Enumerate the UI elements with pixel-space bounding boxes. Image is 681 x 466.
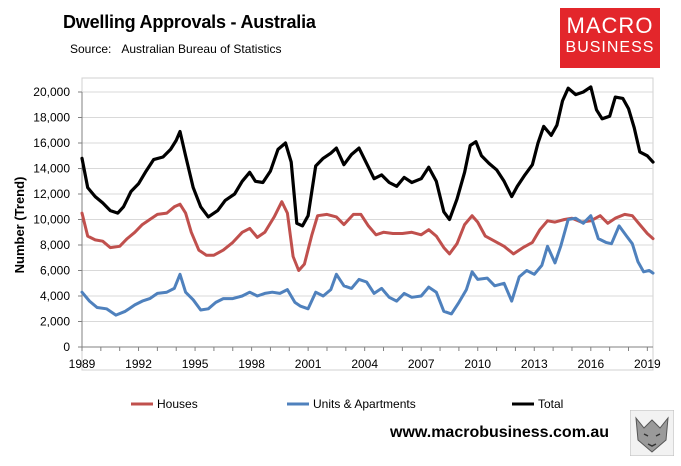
x-tick-label: 2016 <box>577 357 604 371</box>
x-tick-label: 2019 <box>634 357 661 371</box>
y-tick-label: 20,000 <box>33 85 70 99</box>
logo-line-2: BUSINESS <box>565 39 655 56</box>
series-lines <box>80 85 655 317</box>
y-tick-label: 4,000 <box>40 289 70 303</box>
wolf-logo-icon <box>630 410 674 456</box>
legend-label-total: Total <box>538 397 563 411</box>
x-tick-label: 2013 <box>521 357 548 371</box>
macrobusiness-logo: MACRO BUSINESS <box>560 8 660 68</box>
chart-source: Source: Australian Bureau of Statistics <box>70 42 281 56</box>
y-tick-label: 8,000 <box>40 238 70 252</box>
y-tick-label: 16,000 <box>33 136 70 150</box>
axes: 0 2,000 4,000 6,000 8,000 10,000 12,000 14,000 1… <box>33 85 661 371</box>
y-tick-label: 14,000 <box>33 162 70 176</box>
legend-label-units: Units & Apartments <box>313 397 416 411</box>
x-tick-label: 1992 <box>125 357 152 371</box>
y-tick-label: 0 <box>63 340 70 354</box>
source-label: Source: <box>70 42 112 56</box>
source-text: Australian Bureau of Statistics <box>121 42 282 56</box>
x-tick-label: 2004 <box>351 357 378 371</box>
x-tick-label: 1998 <box>238 357 265 371</box>
gridlines <box>82 91 653 322</box>
x-tick-label: 2010 <box>464 357 491 371</box>
y-tick-label: 12,000 <box>33 187 70 201</box>
y-axis-label: Number (Trend) <box>12 177 27 274</box>
series-line-total <box>80 85 655 228</box>
x-tick-label: 2001 <box>295 357 322 371</box>
logo-line-1: MACRO <box>566 13 654 38</box>
y-tick-label: 2,000 <box>40 315 70 329</box>
website-footer: www.macrobusiness.com.au <box>390 424 610 441</box>
y-tick-label: 10,000 <box>33 213 70 227</box>
x-tick-label: 1995 <box>182 357 209 371</box>
series-line-houses <box>80 200 655 272</box>
legend: Houses Units & Apartments Total <box>131 397 563 411</box>
x-tick-label: 2007 <box>408 357 435 371</box>
x-tick-label: 1989 <box>69 357 96 371</box>
series-line-units <box>80 214 655 317</box>
y-tick-label: 18,000 <box>33 111 70 125</box>
y-tick-label: 6,000 <box>40 264 70 278</box>
legend-label-houses: Houses <box>157 397 198 411</box>
chart-title: Dwelling Approvals - Australia <box>63 12 316 32</box>
